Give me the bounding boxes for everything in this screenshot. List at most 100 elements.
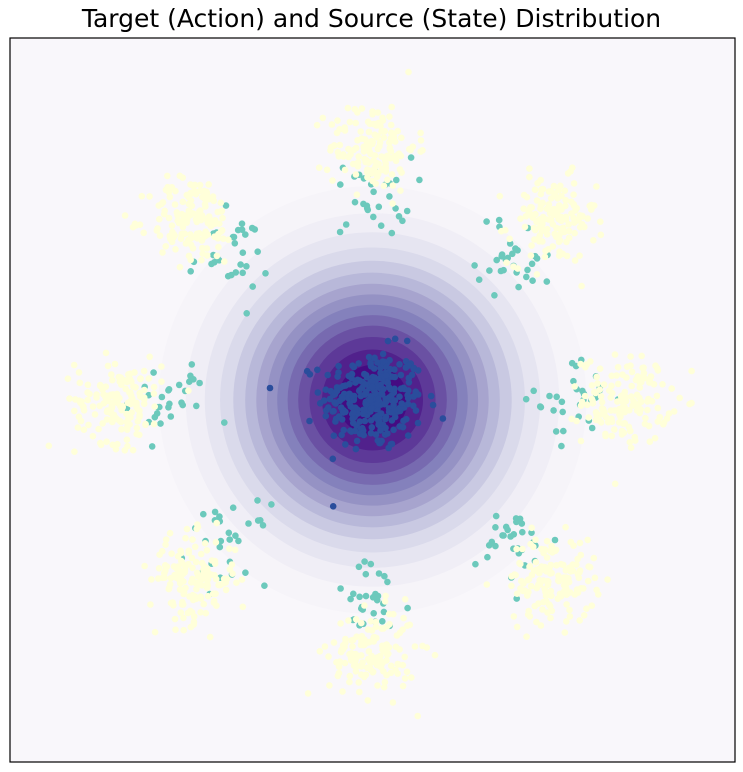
scatter-point <box>166 529 174 537</box>
scatter-point <box>537 202 545 209</box>
scatter-point <box>342 221 350 228</box>
scatter-point <box>150 390 158 398</box>
scatter-point <box>542 588 549 596</box>
scatter-point <box>528 242 535 249</box>
scatter-point <box>346 380 353 388</box>
scatter-point <box>351 105 359 113</box>
scatter-point <box>369 383 376 391</box>
scatter-point <box>313 121 321 129</box>
scatter-point <box>383 372 390 379</box>
scatter-point <box>552 428 560 435</box>
scatter-point <box>352 668 360 675</box>
scatter-point <box>397 152 405 160</box>
scatter-point <box>410 402 417 410</box>
scatter-point <box>187 197 195 204</box>
scatter-point <box>562 581 569 589</box>
scatter-point <box>213 252 221 260</box>
scatter-point <box>180 626 187 634</box>
scatter-point <box>158 378 165 386</box>
scatter-point <box>368 170 375 177</box>
scatter-point <box>108 410 115 417</box>
scatter-point <box>222 202 230 209</box>
scatter-point <box>509 250 516 258</box>
scatter-point <box>539 606 546 613</box>
scatter-point <box>237 261 244 268</box>
scatter-point <box>364 697 372 704</box>
scatter-point <box>367 659 375 666</box>
scatter-point <box>121 447 129 454</box>
scatter-point <box>514 247 521 254</box>
scatter-point <box>547 195 555 202</box>
scatter-point <box>76 379 84 387</box>
scatter-point <box>393 176 400 184</box>
scatter-point <box>185 387 192 395</box>
scatter-point <box>151 403 158 410</box>
scatter-point <box>488 538 496 546</box>
scatter-point <box>598 398 606 406</box>
scatter-point <box>676 394 683 402</box>
scatter-point <box>331 399 338 406</box>
scatter-point <box>536 403 544 410</box>
scatter-point <box>187 209 194 216</box>
scatter-point <box>367 405 375 412</box>
scatter-point <box>361 381 369 388</box>
scatter-point <box>182 563 189 571</box>
scatter-point <box>380 134 388 141</box>
scatter-point <box>396 629 404 637</box>
scatter-point <box>604 576 611 583</box>
scatter-point <box>374 395 382 403</box>
scatter-point <box>123 378 131 386</box>
scatter-point <box>213 519 220 527</box>
scatter-point <box>226 545 233 552</box>
scatter-point <box>367 417 375 424</box>
scatter-point <box>598 411 605 418</box>
scatter-point <box>531 186 539 193</box>
scatter-point <box>367 560 375 568</box>
scatter-point <box>349 415 356 423</box>
scatter-point <box>537 622 545 629</box>
scatter-point <box>362 592 370 600</box>
scatter-point <box>377 122 384 130</box>
scatter-point <box>528 529 535 536</box>
scatter-point <box>323 166 331 174</box>
scatter-point <box>337 181 344 188</box>
scatter-point <box>134 406 142 413</box>
scatter-point <box>220 235 227 242</box>
scatter-point <box>521 223 529 231</box>
scatter-point <box>225 236 232 243</box>
scatter-point <box>392 643 400 651</box>
scatter-point <box>591 574 599 582</box>
scatter-point <box>368 424 376 431</box>
scatter-point <box>566 613 574 620</box>
scatter-point <box>337 404 345 411</box>
scatter-point <box>507 533 514 540</box>
scatter-point <box>97 441 105 449</box>
scatter-point <box>70 361 78 369</box>
scatter-point <box>565 221 572 228</box>
scatter-point <box>347 654 355 661</box>
scatter-point <box>345 372 353 380</box>
scatter-point <box>654 404 662 412</box>
scatter-point <box>361 391 369 398</box>
scatter-point <box>399 217 406 225</box>
scatter-point <box>614 380 622 388</box>
scatter-point <box>621 420 629 427</box>
scatter-point <box>539 238 546 245</box>
scatter-point <box>71 448 78 456</box>
scatter-point <box>594 380 601 387</box>
scatter-point <box>341 124 349 131</box>
scatter-point <box>611 351 619 358</box>
scatter-point <box>388 417 396 424</box>
scatter-point <box>576 539 584 547</box>
scatter-point <box>560 427 567 435</box>
scatter-point <box>498 252 506 260</box>
scatter-point <box>187 256 194 264</box>
scatter-point <box>187 241 195 249</box>
scatter-point <box>561 629 569 636</box>
scatter-point <box>212 539 220 546</box>
scatter-point <box>577 402 585 410</box>
scatter-point <box>403 668 411 676</box>
scatter-point <box>653 392 661 400</box>
scatter-point <box>176 172 184 180</box>
scatter-point <box>385 444 392 452</box>
